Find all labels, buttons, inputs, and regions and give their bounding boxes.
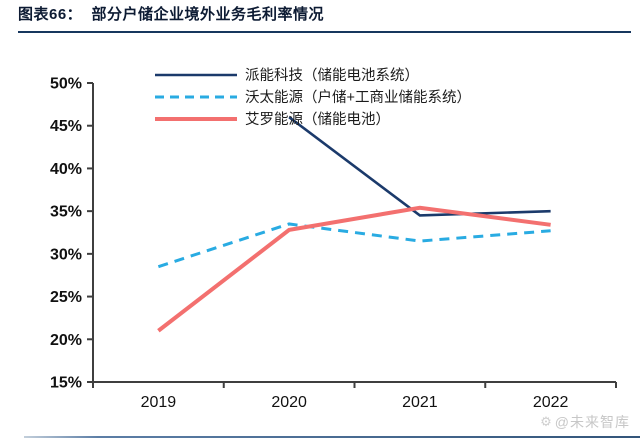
watermark: ⚙ @未来智库 bbox=[540, 412, 630, 432]
x-tick-label: 2020 bbox=[271, 394, 307, 411]
footer-divider bbox=[24, 436, 640, 438]
legend-label: 艾罗能源（储能电池） bbox=[245, 111, 390, 128]
legend-label: 沃太能源（户储+工商业储能系统） bbox=[245, 89, 471, 106]
y-tick-label: 35% bbox=[50, 204, 82, 221]
y-tick-label: 15% bbox=[50, 375, 82, 392]
series-line-0 bbox=[288, 116, 551, 217]
x-tick-label: 2022 bbox=[533, 394, 569, 411]
y-tick-label: 40% bbox=[50, 161, 82, 178]
figure-header: 图表66： 部分户储企业境外业务毛利率情况 bbox=[18, 5, 631, 33]
x-tick-label: 2019 bbox=[141, 394, 177, 411]
y-tick-label: 30% bbox=[50, 246, 82, 263]
y-tick-label: 50% bbox=[50, 76, 82, 93]
series-line-1 bbox=[157, 222, 551, 269]
x-tick-label: 2021 bbox=[402, 394, 438, 411]
y-tick-label: 20% bbox=[50, 332, 82, 349]
figure-title: 图表66： 部分户储企业境外业务毛利率情况 bbox=[18, 6, 325, 23]
legend-label: 派能科技（储能电池系统） bbox=[245, 67, 419, 84]
series-line-2 bbox=[157, 205, 551, 333]
watermark-text: @未来智库 bbox=[554, 414, 630, 430]
y-tick-label: 45% bbox=[50, 118, 82, 135]
y-tick-label: 25% bbox=[50, 289, 82, 306]
watermark-logo-icon: ⚙ bbox=[540, 414, 553, 429]
